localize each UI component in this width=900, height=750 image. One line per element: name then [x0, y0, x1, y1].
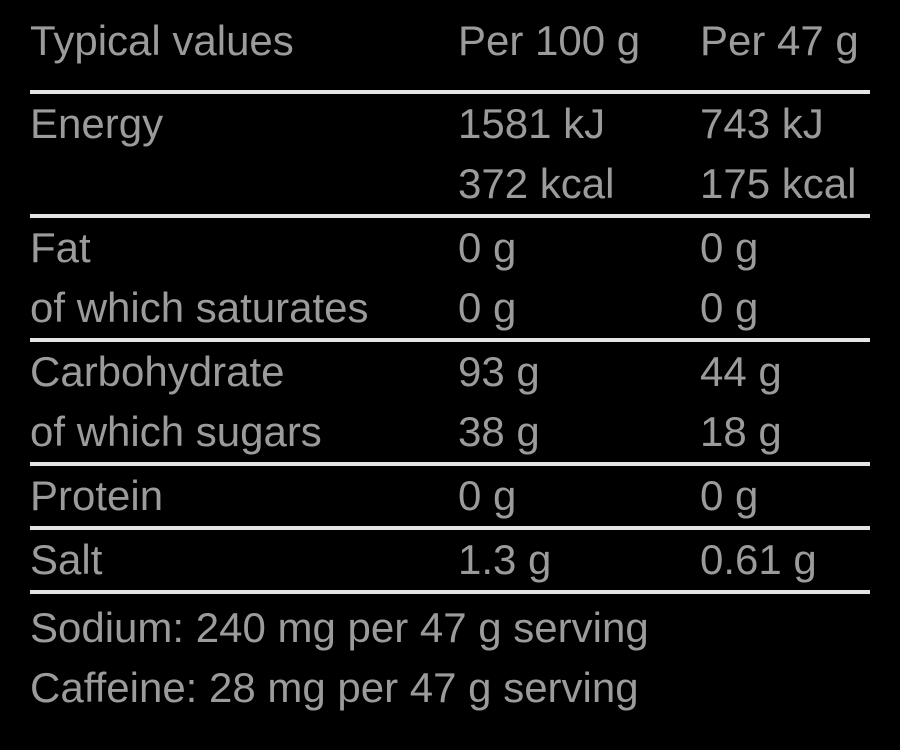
table-row-saturates: of which saturates 0 g 0 g — [30, 278, 870, 338]
fat-per-100g: 0 g — [458, 224, 517, 271]
divider-after-energy — [30, 214, 870, 218]
energy-kj-per-100g: 1581 kJ — [458, 100, 606, 147]
divider-after-header — [30, 90, 870, 94]
table-row-energy-kcal: 372 kcal 175 kcal — [30, 154, 870, 214]
protein-per-47g: 0 g — [700, 472, 759, 519]
table-row-energy: Energy 1581 kJ 743 kJ — [30, 94, 870, 154]
column-header-per-100g: Per 100 g — [458, 17, 641, 64]
protein-per-100g: 0 g — [458, 472, 517, 519]
table-row-sugars: of which sugars 38 g 18 g — [30, 402, 870, 462]
energy-kj-per-47g: 743 kJ — [700, 100, 824, 147]
footnote-caffeine: Caffeine: 28 mg per 47 g serving — [30, 664, 639, 711]
divider-after-fat-group — [30, 338, 870, 342]
footnotes: Sodium: 240 mg per 47 g serving Caffeine… — [30, 594, 870, 718]
energy-kcal-per-47g: 175 kcal — [700, 160, 857, 207]
table-header-row: Typical values Per 100 g Per 47 g — [30, 0, 870, 90]
carbohydrate-per-100g: 93 g — [458, 348, 540, 395]
energy-kcal-per-100g: 372 kcal — [458, 160, 615, 207]
divider-after-salt — [30, 590, 870, 594]
column-header-per-47g: Per 47 g — [700, 17, 859, 64]
column-header-typical-values: Typical values — [30, 17, 294, 64]
salt-per-100g: 1.3 g — [458, 536, 552, 583]
table-row-carbohydrate: Carbohydrate 93 g 44 g — [30, 342, 870, 402]
row-label-salt: Salt — [30, 536, 103, 583]
row-label-saturates: of which saturates — [30, 284, 369, 331]
divider-after-protein — [30, 526, 870, 530]
table-row-fat: Fat 0 g 0 g — [30, 218, 870, 278]
saturates-per-100g: 0 g — [458, 284, 517, 331]
saturates-per-47g: 0 g — [700, 284, 759, 331]
salt-per-47g: 0.61 g — [700, 536, 817, 583]
row-label-carbohydrate: Carbohydrate — [30, 348, 285, 395]
row-label-sugars: of which sugars — [30, 408, 322, 455]
row-label-fat: Fat — [30, 224, 91, 271]
table-row-protein: Protein 0 g 0 g — [30, 466, 870, 526]
carbohydrate-per-47g: 44 g — [700, 348, 782, 395]
fat-per-47g: 0 g — [700, 224, 759, 271]
footnote-sodium: Sodium: 240 mg per 47 g serving — [30, 604, 649, 651]
row-label-energy: Energy — [30, 100, 164, 147]
divider-after-carbohydrate-group — [30, 462, 870, 466]
sugars-per-100g: 38 g — [458, 408, 540, 455]
sugars-per-47g: 18 g — [700, 408, 782, 455]
table-row-salt: Salt 1.3 g 0.61 g — [30, 530, 870, 590]
row-label-protein: Protein — [30, 472, 164, 519]
